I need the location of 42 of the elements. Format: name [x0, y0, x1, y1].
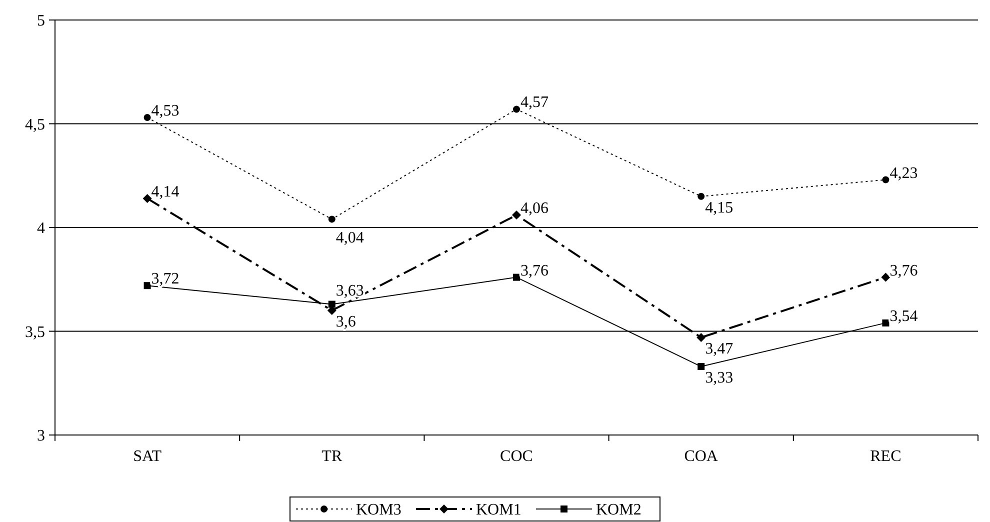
x-tick-label: SAT: [133, 448, 162, 465]
point: [328, 300, 336, 308]
data-label: 4,23: [890, 164, 918, 182]
legend-label: KOM2: [596, 502, 642, 519]
data-label: 3,33: [705, 370, 734, 387]
data-label: 4,53: [151, 102, 180, 120]
point: [696, 332, 706, 342]
x-tick-label: REC: [870, 448, 902, 465]
point: [513, 274, 520, 281]
data-label: 3,6: [336, 314, 356, 330]
point: [328, 216, 336, 223]
point: [142, 194, 152, 203]
point: [144, 282, 151, 290]
point: [882, 176, 890, 184]
point: [513, 106, 520, 113]
data-label: 4,14: [151, 183, 180, 200]
legend-label: KOM1: [476, 502, 522, 519]
data-label: 3,47: [705, 340, 734, 358]
data-label: 3,63: [336, 282, 364, 300]
point: [881, 272, 890, 282]
data-label: 3,76: [890, 262, 918, 280]
data-label: 4,57: [520, 94, 548, 112]
x-tick-label: COA: [684, 448, 718, 465]
y-tick-label: 5: [37, 12, 45, 30]
data-label: 3,72: [151, 270, 180, 288]
data-label: 4,06: [520, 200, 548, 218]
point: [144, 114, 151, 122]
data-label: 3,54: [890, 308, 918, 325]
data-label: 4,04: [336, 230, 364, 246]
legend-label: KOM3: [356, 502, 402, 519]
y-tick-label: 3,5: [25, 324, 45, 341]
point: [698, 363, 705, 370]
y-tick-label: 4,5: [25, 116, 45, 134]
y-tick-label: 3: [37, 428, 45, 445]
x-tick-label: COC: [500, 448, 533, 465]
point: [512, 210, 521, 220]
data-label: 4,15: [705, 199, 734, 216]
data-label: 3,76: [520, 262, 548, 280]
x-tick-label: TR: [322, 448, 342, 465]
point: [698, 192, 705, 200]
y-tick-label: 4: [37, 220, 45, 238]
point: [882, 319, 890, 326]
